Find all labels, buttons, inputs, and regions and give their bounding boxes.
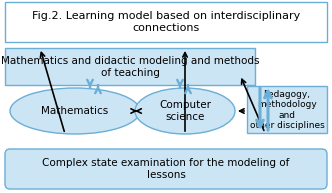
FancyBboxPatch shape (5, 2, 327, 42)
Text: Complex state examination for the modeling of
lessons: Complex state examination for the modeli… (42, 158, 290, 180)
Ellipse shape (10, 88, 140, 134)
FancyBboxPatch shape (5, 48, 255, 85)
Text: Mathematics: Mathematics (42, 106, 109, 116)
FancyBboxPatch shape (5, 149, 327, 189)
Text: Computer
science: Computer science (159, 100, 211, 122)
Text: Mathematics and didactic modeling and methods
of teaching: Mathematics and didactic modeling and me… (1, 56, 259, 78)
Ellipse shape (135, 88, 235, 134)
Text: Fig.2. Learning model based on interdisciplinary
connections: Fig.2. Learning model based on interdisc… (32, 11, 300, 33)
Text: Pedagogy,
methodology
and
other disciplines: Pedagogy, methodology and other discipli… (250, 90, 324, 130)
FancyBboxPatch shape (247, 86, 327, 133)
